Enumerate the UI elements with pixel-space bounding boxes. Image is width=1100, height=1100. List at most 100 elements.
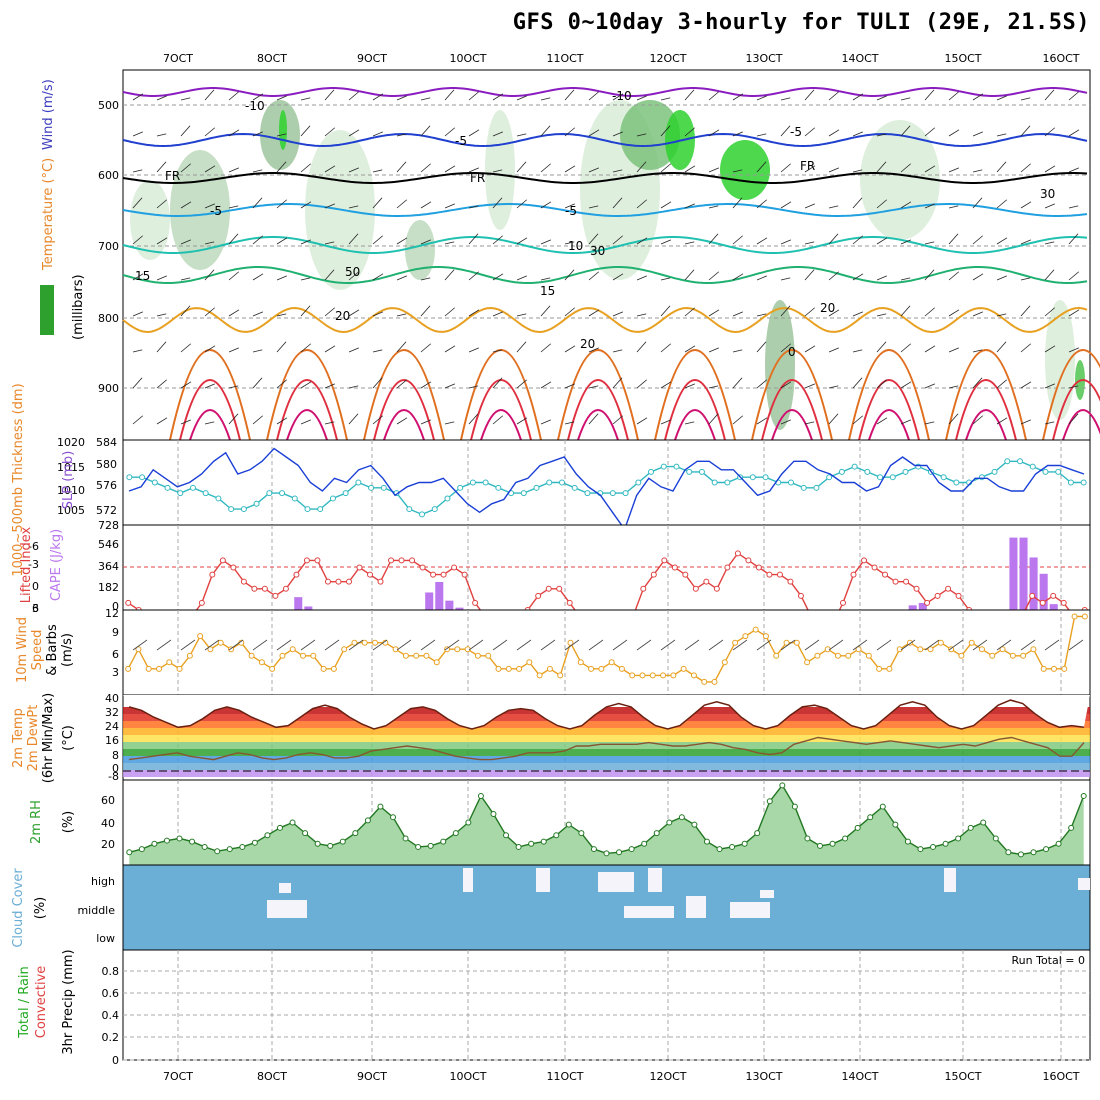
contour-label: -5 <box>565 204 577 218</box>
panel-axis-label-text: Total / Rain <box>17 966 32 1039</box>
wind-barb-10m <box>252 639 268 651</box>
wind-barb <box>612 169 623 173</box>
wind-barb <box>396 417 408 425</box>
wind-barb <box>180 97 191 101</box>
rh-shade-8 <box>620 100 680 170</box>
wind-tick: 6 <box>112 648 119 661</box>
wind-barb <box>660 343 672 353</box>
wind-barb <box>684 307 696 317</box>
wind-barb <box>132 131 143 137</box>
panel-axis-label-text: SLP (mb) <box>61 451 76 510</box>
wind-barb <box>876 417 888 425</box>
wind-barb <box>1068 347 1079 353</box>
wind-barb <box>132 197 143 209</box>
lifted-index-point <box>839 599 846 606</box>
top-day-label: 15OCT <box>944 52 981 65</box>
wind-barb <box>252 197 263 209</box>
wind-barb <box>780 381 792 389</box>
wind-barb <box>252 169 263 173</box>
wind-barb-10m <box>324 639 340 651</box>
wind-barb <box>660 97 671 101</box>
wind-barb <box>828 205 839 209</box>
panel-axis-label-text: 1000~500mb Thickness (dm) <box>11 383 26 576</box>
wind-barb <box>516 161 527 173</box>
thickness-point <box>482 479 489 486</box>
rh-point <box>465 819 472 826</box>
wind-barb <box>132 349 143 353</box>
wind-barb <box>396 161 407 173</box>
wind-barb <box>948 205 959 209</box>
thickness-point <box>724 479 731 486</box>
lifted-index-point <box>125 599 132 606</box>
wind-barb <box>852 93 864 101</box>
wind-barb <box>1020 97 1031 101</box>
rh-point <box>189 838 196 845</box>
wind-barb <box>228 347 239 353</box>
rh-point <box>528 840 535 847</box>
rh-point <box>503 832 510 839</box>
contour-label: 50 <box>345 265 360 279</box>
rh-point <box>553 832 560 839</box>
cape-bar <box>435 581 444 610</box>
wind-barb <box>780 125 791 137</box>
wind-barb <box>564 269 575 281</box>
wind-barb <box>828 309 840 317</box>
wind-barb <box>540 343 552 353</box>
wind-barb <box>684 383 695 389</box>
lifted-index-point <box>640 585 647 592</box>
wind-barb-10m <box>420 639 436 651</box>
thickness-point <box>673 463 680 470</box>
wind-barb <box>1044 203 1055 209</box>
thickness-point <box>406 506 413 513</box>
wind-barb <box>756 313 767 317</box>
thickness-point <box>686 468 693 475</box>
wind-barb <box>300 277 311 281</box>
wind-speed-point <box>300 652 307 659</box>
cloud-block <box>648 868 662 892</box>
wind-speed-point <box>516 665 523 672</box>
wind-barb <box>924 345 936 353</box>
wind-barb <box>684 421 695 425</box>
lifted-index-point <box>703 578 710 585</box>
cape-bar <box>455 607 464 610</box>
wind-barb <box>780 277 791 281</box>
wind-barb <box>420 239 431 245</box>
wind-speed-point <box>186 652 193 659</box>
wind-barb <box>924 89 935 101</box>
cloud-block <box>760 890 774 898</box>
contour-label: -5 <box>455 134 467 148</box>
rh-point <box>176 835 183 842</box>
thickness-point <box>520 490 527 497</box>
wind-barb <box>564 203 575 209</box>
wind-barb <box>948 385 959 389</box>
wind-barb <box>228 385 239 389</box>
rh-point <box>515 843 522 850</box>
wind-barb <box>300 97 311 101</box>
wind-barb <box>252 349 263 353</box>
wind-barb <box>852 377 863 389</box>
panel-axis-label-text: (%) <box>61 811 76 834</box>
wind-speed-point <box>197 633 204 640</box>
lifted-index-point <box>776 571 783 578</box>
rh-shade-12 <box>860 120 940 240</box>
bottom-day-label: 15OCT <box>944 1070 981 1083</box>
cloud-level-label: middle <box>77 904 115 917</box>
wind-barb-10m <box>372 639 388 651</box>
lifted-index-point <box>335 578 342 585</box>
wind-barb <box>204 269 215 281</box>
wind-speed-point <box>711 678 718 685</box>
rh-point <box>955 835 962 842</box>
wind-barb <box>780 201 792 209</box>
wind-barb <box>900 381 912 389</box>
wind-speed-point <box>464 646 471 653</box>
wind-barb <box>420 305 431 317</box>
wind-barb-10m <box>732 639 748 651</box>
temp-tick: 32 <box>105 706 119 719</box>
rh-shade-11 <box>765 300 795 430</box>
wind-barb <box>276 95 287 101</box>
wind-barb <box>924 307 936 317</box>
wind-speed-point <box>454 646 461 653</box>
wind-barb <box>516 275 527 281</box>
wind-barb-10m <box>636 639 652 651</box>
precip-tick: 0.2 <box>102 1031 120 1044</box>
